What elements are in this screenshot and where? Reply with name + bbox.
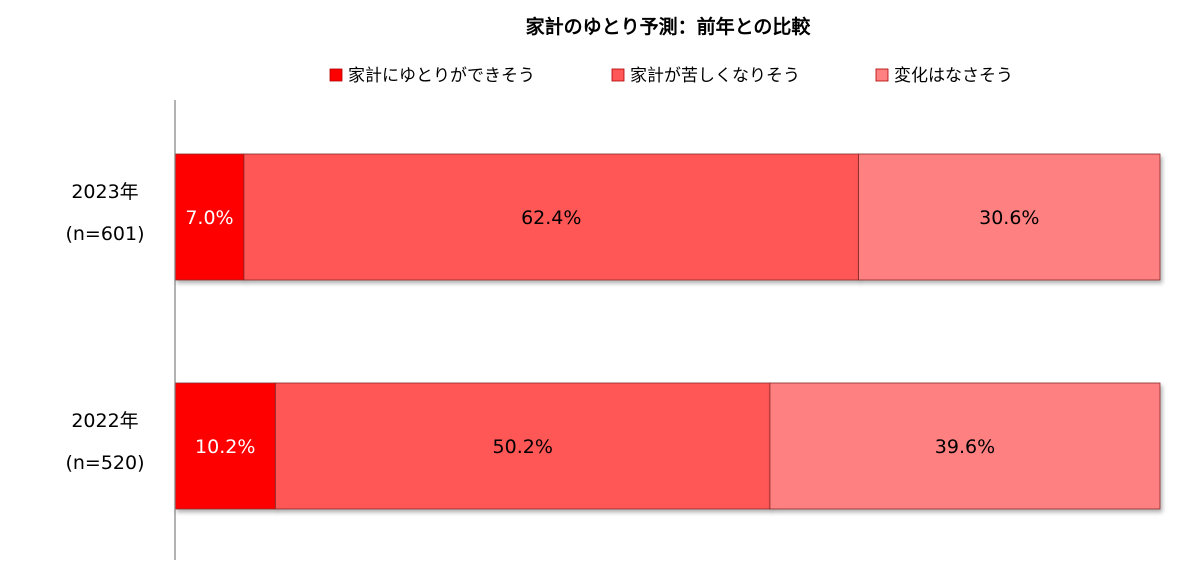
legend-swatch bbox=[329, 68, 343, 82]
bars-group: 7.0% 62.4% 30.6% 2023年 (n=601) 10.2% 50.2% 39.6… bbox=[65, 153, 1161, 510]
bar-segment bbox=[858, 153, 1161, 281]
legend-swatch bbox=[611, 68, 625, 82]
data-label: 30.6% bbox=[979, 207, 1039, 229]
bar-segment bbox=[769, 382, 1161, 510]
data-label: 39.6% bbox=[935, 436, 995, 458]
chart-title: 家計のゆとり予測：前年との比較 bbox=[526, 15, 812, 38]
data-label: 10.2% bbox=[195, 436, 255, 458]
category-sample-label: (n=520) bbox=[65, 452, 144, 474]
legend-label: 変化はなさそう bbox=[894, 66, 1013, 86]
data-label: 62.4% bbox=[521, 207, 581, 229]
legend: 家計にゆとりができそう 家計が苦しくなりそう 変化はなさそう bbox=[329, 66, 1013, 86]
bar-segment bbox=[275, 382, 771, 510]
data-label: 50.2% bbox=[493, 436, 553, 458]
bar-segment bbox=[174, 153, 245, 281]
legend-label: 家計が苦しくなりそう bbox=[630, 66, 800, 86]
bar-segment bbox=[243, 153, 859, 281]
legend-label: 家計にゆとりができそう bbox=[348, 66, 535, 86]
data-label: 7.0% bbox=[185, 207, 233, 229]
category-label: 2023年 bbox=[71, 181, 138, 203]
bar-segment bbox=[174, 382, 276, 510]
legend-swatch bbox=[875, 68, 889, 82]
category-sample-label: (n=601) bbox=[65, 223, 144, 245]
category-label: 2022年 bbox=[71, 410, 138, 432]
